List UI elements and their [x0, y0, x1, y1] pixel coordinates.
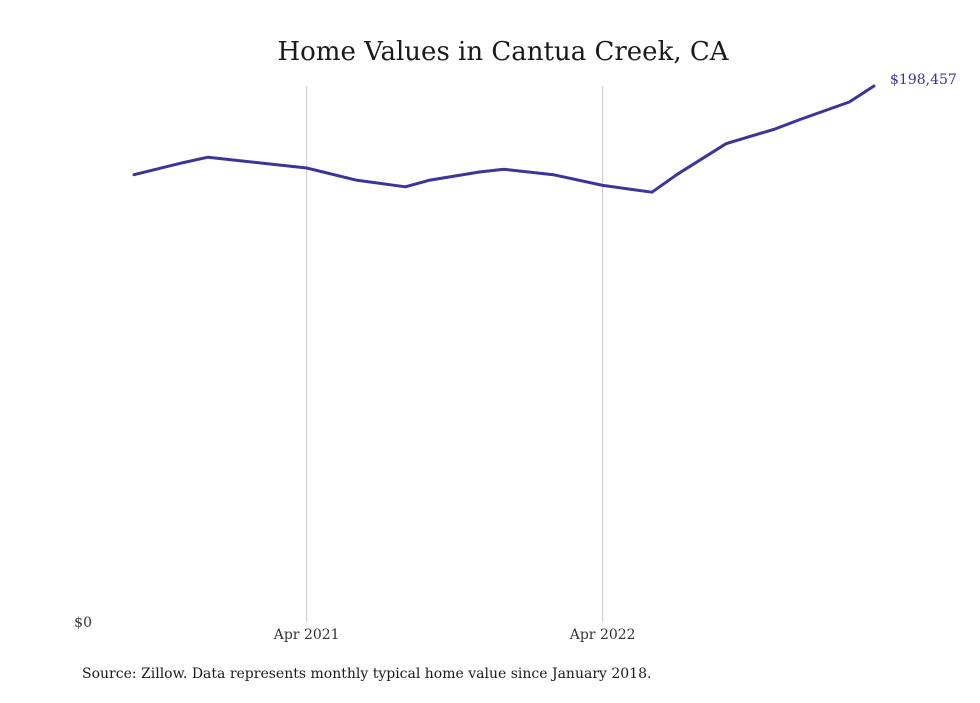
data-point — [774, 127, 777, 130]
data-point — [207, 156, 210, 159]
data-point — [675, 173, 678, 176]
data-point — [725, 142, 728, 145]
source-note: Source: Zillow. Data represents monthly … — [82, 666, 652, 682]
data-point — [873, 85, 876, 88]
data-point — [552, 173, 555, 176]
end-value-label: $198,457 — [890, 72, 957, 88]
y-tick-label: $0 — [74, 615, 92, 631]
x-tick-label: Apr 2022 — [569, 627, 636, 643]
tick-labels: Apr 2021 Apr 2022 $0 $198,457 — [74, 72, 957, 643]
data-point — [404, 185, 407, 188]
data-point — [651, 191, 654, 194]
gridlines — [306, 86, 604, 622]
data-point — [182, 161, 185, 164]
x-tick-label: Apr 2021 — [273, 627, 340, 643]
chart-title: Home Values in Cantua Creek, CA — [277, 37, 729, 67]
data-point — [429, 179, 432, 182]
series-line — [132, 84, 876, 194]
data-point — [133, 173, 136, 176]
data-point — [305, 166, 308, 169]
data-point — [799, 118, 802, 121]
data-point — [478, 170, 481, 173]
data-point — [848, 101, 851, 104]
data-point — [503, 168, 506, 171]
data-point — [601, 184, 604, 187]
data-point — [355, 179, 358, 182]
series-layer — [132, 84, 876, 194]
